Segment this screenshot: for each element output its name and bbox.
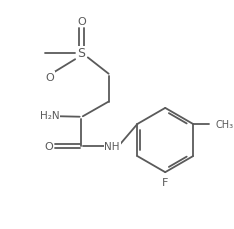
Text: NH: NH bbox=[104, 141, 120, 151]
Text: CH₃: CH₃ bbox=[216, 120, 234, 129]
Text: O: O bbox=[45, 72, 54, 82]
Text: F: F bbox=[162, 177, 168, 187]
Text: O: O bbox=[44, 141, 53, 151]
Text: H₂N: H₂N bbox=[40, 111, 60, 121]
Text: S: S bbox=[77, 47, 85, 60]
Text: O: O bbox=[77, 17, 86, 27]
